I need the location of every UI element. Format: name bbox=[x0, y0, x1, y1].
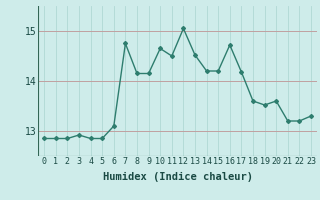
X-axis label: Humidex (Indice chaleur): Humidex (Indice chaleur) bbox=[103, 172, 252, 182]
